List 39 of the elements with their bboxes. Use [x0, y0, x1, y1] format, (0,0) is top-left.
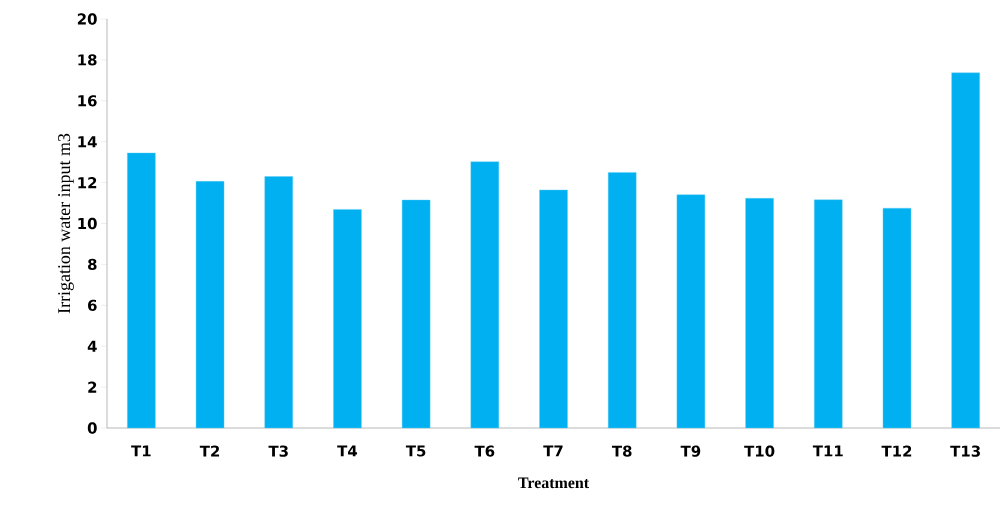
bar [470, 161, 500, 429]
bar [608, 172, 637, 429]
bar [401, 199, 431, 429]
x-tick-label: T4 [337, 445, 358, 457]
bar [951, 72, 980, 429]
x-tick-label: T10 [744, 445, 775, 457]
y-tick-label: 8 [88, 258, 97, 271]
x-tick-label: T5 [405, 445, 426, 457]
bar [882, 207, 912, 429]
bar [127, 152, 156, 429]
y-tick-label: 10 [78, 217, 97, 230]
x-tick-label: T7 [543, 445, 563, 457]
x-tick-label: T1 [131, 445, 151, 457]
x-tick-label: T9 [680, 445, 701, 457]
x-tick-label: T2 [199, 445, 220, 457]
bar [814, 199, 843, 429]
bar [539, 189, 568, 429]
y-tick-label: 6 [88, 299, 97, 311]
y-tick-label: 14 [78, 136, 97, 148]
x-tick-label: T6 [474, 445, 495, 457]
y-axis-title: Irrigation water input m3 [58, 133, 74, 314]
x-tick-label: T12 [881, 445, 912, 457]
x-tick-label: T8 [611, 445, 632, 457]
bar [333, 209, 362, 429]
y-tick-label: 20 [77, 13, 97, 25]
bar [264, 176, 293, 429]
y-tick-label: 2 [88, 381, 97, 393]
y-tick-label: 18 [78, 54, 97, 66]
bar [195, 181, 225, 429]
y-tick-label: 0 [87, 422, 97, 434]
y-tick-label: 16 [78, 95, 97, 107]
bar [676, 194, 706, 429]
y-tick-label: 12 [78, 177, 97, 189]
y-tick-label: 4 [87, 340, 97, 352]
x-tick-label: T3 [268, 445, 288, 457]
x-axis-title: Treatment [518, 477, 589, 489]
x-tick-label: T11 [812, 445, 843, 457]
bar [745, 198, 774, 429]
x-tick-label: T13 [950, 445, 980, 457]
